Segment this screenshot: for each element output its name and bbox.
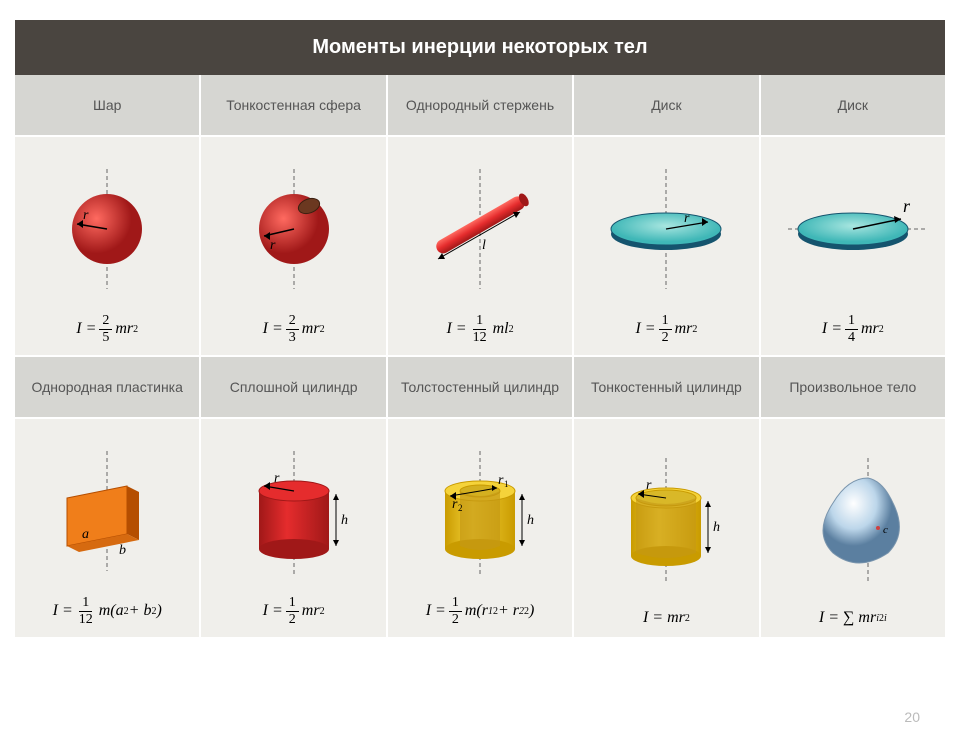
svg-text:1: 1 (504, 479, 509, 489)
shape-cell-sphere_hollow: r I =23mr2 (201, 135, 387, 355)
page-number: 20 (904, 709, 920, 725)
shape-illustration: r (205, 145, 381, 313)
shape-cell-cyl_solid: rhI =12mr2 (201, 417, 387, 637)
svg-text:r: r (274, 471, 280, 486)
table-container: Моменты инерции некоторых тел ШарТонкост… (15, 20, 945, 637)
shape-cell-plate: abI =112m(a2+ b2) (15, 417, 201, 637)
formula: I = mr2 (643, 609, 690, 627)
svg-text:h: h (341, 513, 348, 528)
formula: I =112ml2 (446, 313, 513, 345)
shape-illustration: c (765, 427, 941, 609)
shape-illustration: r (765, 145, 941, 313)
svg-text:r: r (646, 478, 652, 493)
column-header: Однородный стержень (388, 75, 574, 135)
column-header: Тонкостенный цилиндр (574, 355, 760, 417)
svg-text:h: h (713, 520, 720, 535)
svg-text:a: a (82, 527, 89, 542)
column-header: Тонкостенная сфера (201, 75, 387, 135)
column-header: Произвольное тело (761, 355, 945, 417)
shape-cell-disk_center: r I =12mr2 (574, 135, 760, 355)
column-header: Шар (15, 75, 201, 135)
shape-illustration: r1r2h (392, 427, 568, 595)
formula: I =12m(r12+ r22) (426, 595, 535, 627)
column-header: Однородная пластинка (15, 355, 201, 417)
formula: I =12mr2 (263, 595, 325, 627)
shape-cell-blob: c I = ∑ m ri2i (761, 417, 945, 637)
shape-cell-rod: l I =112ml2 (388, 135, 574, 355)
shape-cell-cyl_thick: r1r2hI =12m(r12+ r22) (388, 417, 574, 637)
svg-text:l: l (482, 238, 486, 253)
column-header: Диск (761, 75, 945, 135)
shape-illustration: l (392, 145, 568, 313)
shape-illustration: rh (205, 427, 381, 595)
svg-text:2: 2 (458, 503, 463, 513)
column-header: Толстостенный цилиндр (388, 355, 574, 417)
formula: I =25mr2 (76, 313, 138, 345)
shape-cell-cyl_thin: rhI = mr2 (574, 417, 760, 637)
formula: I =12mr2 (635, 313, 697, 345)
shape-illustration: ab (19, 427, 195, 595)
column-header: Диск (574, 75, 760, 135)
svg-text:r: r (83, 208, 89, 223)
shape-illustration: r (578, 145, 754, 313)
column-header: Сплошной цилиндр (201, 355, 387, 417)
svg-text:r: r (270, 238, 276, 253)
formula: I =23mr2 (263, 313, 325, 345)
shape-cell-sphere_solid: r I =25mr2 (15, 135, 201, 355)
title-bar: Моменты инерции некоторых тел (15, 20, 945, 75)
formula: I =14mr2 (822, 313, 884, 345)
svg-text:r: r (903, 196, 911, 216)
svg-text:h: h (527, 513, 534, 528)
svg-text:c: c (883, 524, 888, 536)
shape-illustration: r (19, 145, 195, 313)
formula: I = ∑ m ri2i (819, 609, 887, 627)
shape-cell-disk_edge: r I =14mr2 (761, 135, 945, 355)
svg-text:r: r (684, 211, 690, 226)
formula: I =112m(a2+ b2) (53, 595, 162, 627)
shape-illustration: rh (578, 427, 754, 609)
svg-text:b: b (119, 543, 126, 558)
